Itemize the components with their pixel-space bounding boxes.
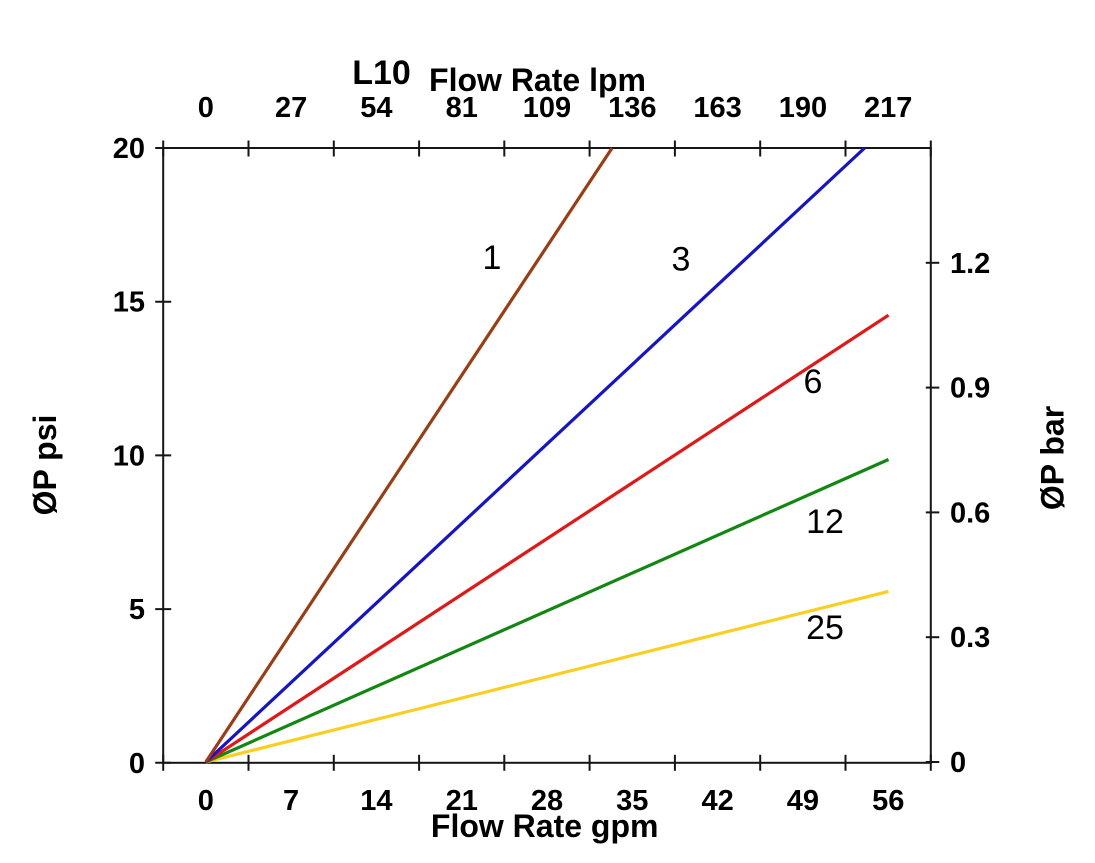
svg-text:15: 15 <box>113 287 145 319</box>
svg-text:5: 5 <box>129 594 145 626</box>
svg-text:56: 56 <box>872 785 904 817</box>
svg-text:27: 27 <box>275 92 307 124</box>
svg-text:49: 49 <box>787 785 819 817</box>
svg-text:6: 6 <box>804 363 823 401</box>
svg-text:L10: L10 <box>352 54 411 92</box>
svg-text:10: 10 <box>113 440 145 472</box>
svg-text:25: 25 <box>806 609 844 647</box>
svg-text:54: 54 <box>360 92 392 124</box>
svg-text:0: 0 <box>950 747 966 779</box>
svg-text:109: 109 <box>523 92 571 124</box>
svg-text:7: 7 <box>283 785 299 817</box>
svg-text:81: 81 <box>446 92 478 124</box>
svg-text:42: 42 <box>701 785 733 817</box>
svg-text:Flow Rate gpm: Flow Rate gpm <box>431 808 659 844</box>
svg-text:20: 20 <box>113 133 145 165</box>
svg-text:0: 0 <box>198 785 214 817</box>
svg-text:0.6: 0.6 <box>950 497 990 529</box>
svg-text:1: 1 <box>483 239 502 277</box>
svg-text:14: 14 <box>360 785 392 817</box>
svg-text:1.2: 1.2 <box>950 248 990 280</box>
svg-text:ØP bar: ØP bar <box>1035 406 1071 510</box>
svg-text:217: 217 <box>864 92 912 124</box>
svg-text:0.9: 0.9 <box>950 373 990 405</box>
svg-text:136: 136 <box>608 92 656 124</box>
svg-text:163: 163 <box>693 92 741 124</box>
svg-text:3: 3 <box>672 241 691 279</box>
svg-text:28: 28 <box>531 785 563 817</box>
svg-text:12: 12 <box>806 503 844 541</box>
svg-text:35: 35 <box>616 785 648 817</box>
svg-text:21: 21 <box>446 785 478 817</box>
svg-text:0: 0 <box>198 92 214 124</box>
svg-text:ØP psi: ØP psi <box>27 415 63 516</box>
svg-text:0.3: 0.3 <box>950 622 990 654</box>
svg-text:Flow Rate lpm: Flow Rate lpm <box>429 62 646 98</box>
svg-text:0: 0 <box>129 748 145 780</box>
svg-text:190: 190 <box>779 92 827 124</box>
